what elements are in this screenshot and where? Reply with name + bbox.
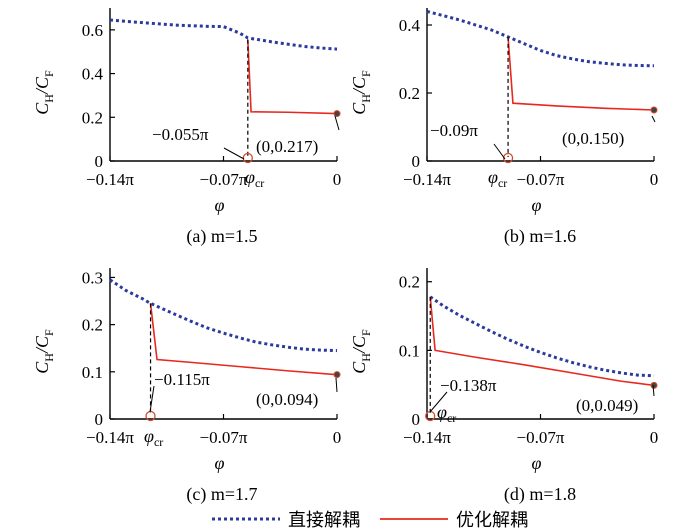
series-optimized-decoupling — [149, 303, 338, 376]
x-tick-label: −0.07π — [517, 170, 565, 189]
legend: 直接解耦 优化解耦 — [212, 510, 528, 531]
chart-panel-1: 0 0.2 0.4 0.6 −0.14π −0.07π 0 φ CH/CF −0.055π (0,0… — [32, 8, 341, 247]
x-tick-label: −0.07π — [200, 428, 248, 447]
y-tick-label: 0.6 — [82, 21, 103, 40]
end-point-marker — [333, 371, 341, 379]
series-optimized-decoupling — [247, 39, 338, 115]
x-axis-title: φ — [215, 453, 225, 473]
critical-marker — [502, 152, 514, 164]
y-tick-label: 0.2 — [399, 84, 420, 103]
critical-marker — [242, 152, 253, 164]
y-tick-label: 0.2 — [399, 273, 420, 292]
end-point-marker — [650, 106, 658, 114]
y-tick-label: 0.1 — [399, 341, 420, 360]
x-axis-title: φ — [532, 195, 542, 215]
y-tick-label: 0 — [412, 152, 421, 171]
series-direct-decoupling — [429, 295, 655, 378]
x-axis-title: φ — [532, 453, 542, 473]
phi-cr-label: φcr — [437, 402, 456, 425]
series-optimized-decoupling — [429, 296, 655, 387]
legend-label-direct: 直接解耦 — [288, 510, 360, 531]
x-tick-label: 0 — [650, 428, 659, 447]
critical-phi-annotation: −0.138π — [440, 376, 497, 395]
end-point-marker — [333, 110, 341, 118]
end-point-annotation: (0,0.094) — [256, 390, 318, 409]
annotation-leader — [149, 385, 155, 413]
series-direct-decoupling — [109, 18, 338, 51]
end-point-annotation: (0,0.049) — [576, 396, 638, 415]
chart-panel-3: 0 0.1 0.2 0.3 −0.14π −0.07π 0 φ CH/CF −0.115π (0,0… — [32, 268, 341, 505]
annotation-leader — [223, 147, 245, 160]
annotation-leader — [652, 384, 655, 397]
series-optimized-decoupling — [507, 36, 655, 111]
y-axis-title: CH/CF — [349, 70, 373, 115]
x-tick-label: 0 — [650, 170, 659, 189]
series-direct-decoupling — [426, 9, 655, 68]
y-axis-title: CH/CF — [32, 329, 56, 374]
annotation-leader — [429, 391, 448, 413]
x-tick-label: 0 — [333, 170, 342, 189]
annotation-leader — [493, 143, 506, 160]
x-tick-label: −0.14π — [86, 428, 134, 447]
series-direct-decoupling — [109, 278, 338, 353]
y-tick-label: 0 — [412, 410, 421, 429]
y-tick-label: 0 — [95, 152, 104, 171]
end-point-annotation: (0,0.217) — [256, 137, 318, 156]
y-tick-label: 0 — [95, 410, 104, 429]
y-tick-label: 0.4 — [399, 16, 421, 35]
y-tick-label: 0.2 — [82, 316, 103, 335]
y-axis-title: CH/CF — [32, 70, 56, 115]
panel-caption: (a) m=1.5 — [186, 226, 257, 247]
critical-phi-annotation: −0.09π — [430, 121, 478, 140]
chart-panel-2: 0 0.2 0.4 −0.14π −0.07π 0 φ CH/CF −0.09π (0,0.150… — [349, 8, 658, 247]
phi-cr-label: φcr — [245, 167, 264, 190]
end-point-annotation: (0,0.150) — [562, 129, 624, 148]
y-tick-label: 0.1 — [82, 363, 103, 382]
y-tick-label: 0.3 — [82, 268, 103, 287]
critical-phi-annotation: −0.055π — [152, 125, 209, 144]
annotation-leader — [335, 377, 338, 393]
x-tick-label: −0.14π — [86, 170, 134, 189]
annotation-leader — [334, 115, 340, 131]
panel-caption: (b) m=1.6 — [504, 226, 576, 247]
legend-label-optimized: 优化解耦 — [456, 510, 528, 531]
x-tick-label: 0 — [333, 428, 342, 447]
y-tick-label: 0.4 — [82, 65, 104, 84]
panel-caption: (c) m=1.7 — [186, 484, 257, 505]
y-axis-title: CH/CF — [349, 329, 373, 374]
phi-cr-label: φcr — [144, 426, 163, 449]
end-point-marker — [650, 381, 658, 389]
y-tick-label: 0.2 — [82, 108, 103, 127]
annotation-leader — [651, 115, 656, 123]
x-tick-label: −0.14π — [403, 428, 451, 447]
panel-caption: (d) m=1.8 — [504, 484, 576, 505]
chart-panel-4: 0 0.1 0.2 −0.14π −0.07π 0 φ CH/CF −0.138π (0,0.04… — [349, 268, 658, 505]
x-axis-title: φ — [215, 195, 225, 215]
x-tick-label: −0.07π — [517, 428, 565, 447]
x-tick-label: −0.14π — [403, 170, 451, 189]
phi-cr-label: φcr — [488, 167, 507, 190]
critical-phi-annotation: −0.115π — [154, 370, 210, 389]
x-tick-label: −0.07π — [200, 170, 248, 189]
